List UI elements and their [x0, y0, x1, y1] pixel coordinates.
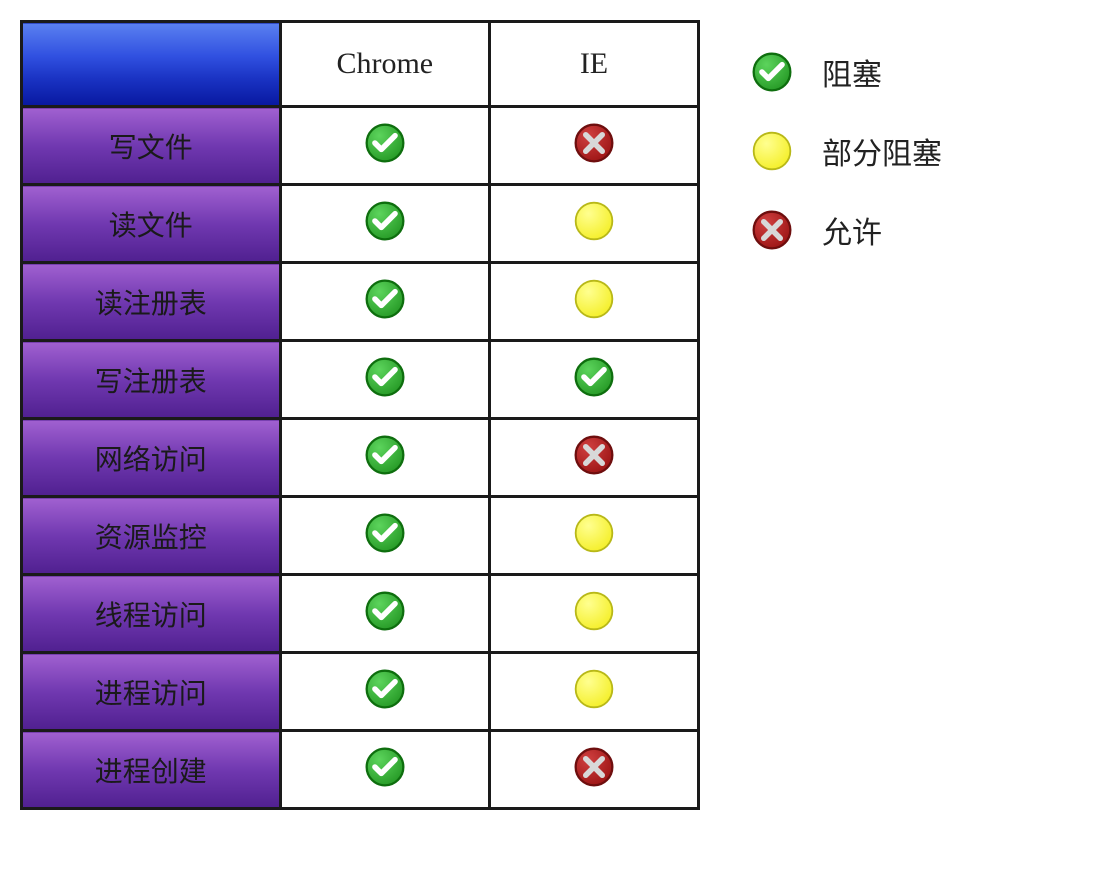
cross-icon [750, 208, 794, 252]
cell-chrome [280, 575, 489, 653]
table-row: 读注册表 [22, 263, 699, 341]
cross-icon [572, 433, 616, 477]
legend-item: 允许 [750, 208, 942, 252]
icon-wrap [363, 355, 407, 399]
dot-icon [572, 511, 616, 555]
legend-label: 允许 [822, 208, 882, 252]
check-icon [363, 589, 407, 633]
dot-icon [572, 199, 616, 243]
header-empty [22, 22, 281, 107]
cell-chrome [280, 263, 489, 341]
check-icon [363, 277, 407, 321]
cross-icon [572, 121, 616, 165]
cross-icon [572, 745, 616, 789]
icon-wrap [572, 433, 616, 477]
table-row: 线程访问 [22, 575, 699, 653]
icon-wrap [363, 667, 407, 711]
table-row: 写文件 [22, 107, 699, 185]
cell-chrome [280, 107, 489, 185]
row-label: 读文件 [22, 185, 281, 263]
cell-ie [489, 497, 698, 575]
icon-wrap [572, 199, 616, 243]
cell-ie [489, 419, 698, 497]
icon-wrap [363, 121, 407, 165]
icon-wrap [363, 433, 407, 477]
icon-wrap [363, 511, 407, 555]
header-chrome: Chrome [280, 22, 489, 107]
icon-wrap [363, 589, 407, 633]
row-label: 资源监控 [22, 497, 281, 575]
icon-wrap [572, 745, 616, 789]
dot-icon [750, 129, 794, 173]
icon-wrap [572, 589, 616, 633]
table-body: 写文件 读文件 [22, 107, 699, 809]
dot-icon [572, 667, 616, 711]
check-icon [572, 355, 616, 399]
row-label: 进程创建 [22, 731, 281, 809]
icon-wrap [572, 121, 616, 165]
table-row: 读文件 [22, 185, 699, 263]
legend-icon-wrap [750, 129, 794, 173]
dot-icon [572, 277, 616, 321]
check-icon [363, 199, 407, 243]
table-row: 进程访问 [22, 653, 699, 731]
check-icon [363, 511, 407, 555]
row-label: 进程访问 [22, 653, 281, 731]
icon-wrap [363, 277, 407, 321]
row-label: 线程访问 [22, 575, 281, 653]
legend: 阻塞 部分阻塞 允许 [750, 20, 942, 252]
cell-chrome [280, 185, 489, 263]
icon-wrap [572, 667, 616, 711]
check-icon [750, 50, 794, 94]
cell-chrome [280, 419, 489, 497]
table-row: 写注册表 [22, 341, 699, 419]
header-chrome-label: Chrome [336, 47, 433, 80]
cell-ie [489, 575, 698, 653]
table-row: 网络访问 [22, 419, 699, 497]
legend-item: 阻塞 [750, 50, 942, 94]
row-label: 写注册表 [22, 341, 281, 419]
icon-wrap [572, 355, 616, 399]
icon-wrap [363, 745, 407, 789]
legend-item: 部分阻塞 [750, 129, 942, 173]
check-icon [363, 667, 407, 711]
legend-label: 部分阻塞 [822, 129, 942, 173]
cell-chrome [280, 341, 489, 419]
cell-ie [489, 341, 698, 419]
row-label: 写文件 [22, 107, 281, 185]
legend-icon-wrap [750, 208, 794, 252]
cell-chrome [280, 497, 489, 575]
cell-chrome [280, 653, 489, 731]
check-icon [363, 433, 407, 477]
legend-icon-wrap [750, 50, 794, 94]
legend-label: 阻塞 [822, 50, 882, 94]
dot-icon [572, 589, 616, 633]
header-ie: IE [489, 22, 698, 107]
cell-ie [489, 107, 698, 185]
icon-wrap [572, 277, 616, 321]
cell-ie [489, 185, 698, 263]
table-header-row: Chrome IE [22, 22, 699, 107]
row-label: 网络访问 [22, 419, 281, 497]
icon-wrap [572, 511, 616, 555]
icon-wrap [363, 199, 407, 243]
table-row: 进程创建 [22, 731, 699, 809]
cell-ie [489, 731, 698, 809]
comparison-table: Chrome IE 写文件 读文件 [20, 20, 700, 810]
header-ie-label: IE [580, 47, 608, 80]
cell-chrome [280, 731, 489, 809]
row-label: 读注册表 [22, 263, 281, 341]
cell-ie [489, 653, 698, 731]
check-icon [363, 745, 407, 789]
cell-ie [489, 263, 698, 341]
check-icon [363, 121, 407, 165]
main-container: Chrome IE 写文件 读文件 [20, 20, 1088, 810]
table-row: 资源监控 [22, 497, 699, 575]
check-icon [363, 355, 407, 399]
